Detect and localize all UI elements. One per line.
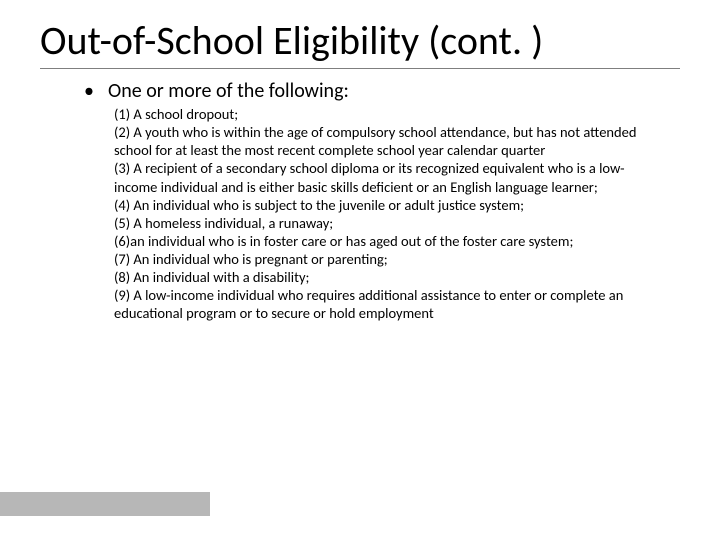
bullet-row: • One or more of the following: xyxy=(84,79,680,103)
list-item: (3) A recipient of a secondary school di… xyxy=(114,159,650,195)
bullet-icon: • xyxy=(84,81,94,101)
slide: Out-of-School Eligibility (cont. ) • One… xyxy=(0,0,720,540)
slide-title: Out-of-School Eligibility (cont. ) xyxy=(40,20,680,69)
list-item: (6)an individual who is in foster care o… xyxy=(114,232,650,250)
list-item: (5) A homeless individual, a runaway; xyxy=(114,214,650,232)
item-list: (1) A school dropout; (2) A youth who is… xyxy=(114,105,650,323)
footer-accent-bar xyxy=(0,492,210,516)
list-item: (2) A youth who is within the age of com… xyxy=(114,123,650,159)
list-item: (1) A school dropout; xyxy=(114,105,650,123)
bullet-text: One or more of the following: xyxy=(108,79,349,103)
list-item: (9) A low-income individual who requires… xyxy=(114,286,650,322)
list-item: (4) An individual who is subject to the … xyxy=(114,196,650,214)
list-item: (8) An individual with a disability; xyxy=(114,268,650,286)
list-item: (7) An individual who is pregnant or par… xyxy=(114,250,650,268)
